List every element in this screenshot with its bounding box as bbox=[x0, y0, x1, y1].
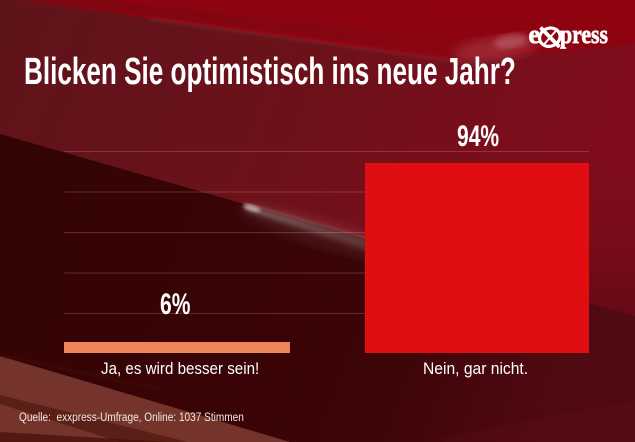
svg-text:press: press bbox=[560, 20, 608, 49]
svg-text:e: e bbox=[529, 20, 541, 49]
